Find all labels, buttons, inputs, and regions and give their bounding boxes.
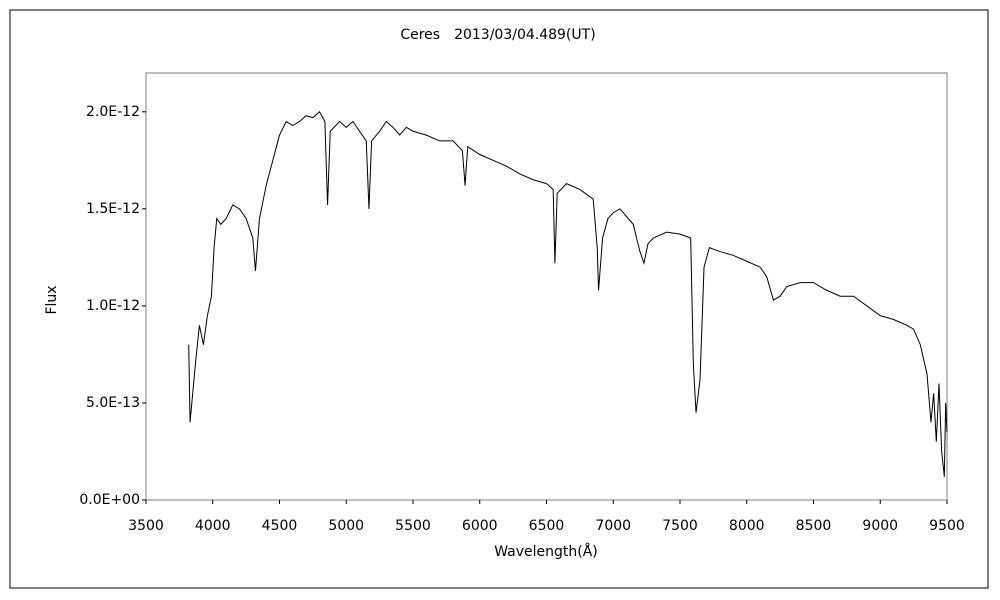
x-tick-label: 8500 — [796, 518, 832, 534]
x-tick-label: 9500 — [929, 518, 965, 534]
x-tick-label: 4500 — [262, 518, 298, 534]
chart-title: Ceres 2013/03/04.489(UT) — [400, 27, 595, 43]
x-tick-label: 5000 — [328, 518, 364, 534]
x-tick-label: 9000 — [862, 518, 898, 534]
y-tick-label: 1.0E-12 — [86, 298, 140, 314]
y-axis-label: Flux — [44, 285, 60, 314]
spectrum-line — [188, 111, 948, 477]
x-tick-label: 8000 — [729, 518, 765, 534]
x-tick-label: 7000 — [595, 518, 631, 534]
y-tick-label: 5.0E-13 — [86, 395, 140, 411]
x-tick-label: 3500 — [128, 518, 164, 534]
y-tick-label: 1.5E-12 — [86, 201, 140, 217]
y-tick-label: 2.0E-12 — [86, 104, 140, 120]
x-tick-label: 6500 — [529, 518, 565, 534]
x-tick-label: 7500 — [662, 518, 698, 534]
x-axis-label: Wavelength(Å) — [494, 543, 598, 560]
x-tick-label: 6000 — [462, 518, 498, 534]
x-tick-label: 5500 — [395, 518, 431, 534]
y-tick-label: 0.0E+00 — [79, 492, 140, 508]
x-tick-label: 4000 — [195, 518, 231, 534]
plot-area — [145, 72, 948, 501]
